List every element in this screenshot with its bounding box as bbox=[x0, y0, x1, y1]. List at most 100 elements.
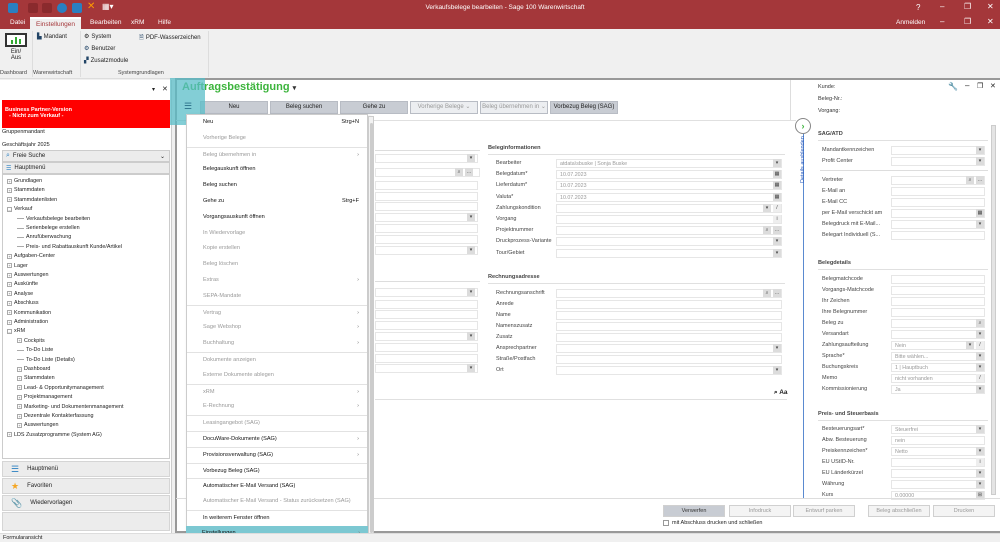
edit-icon[interactable]: / bbox=[976, 374, 984, 382]
dropdown-icon[interactable]: ▾ bbox=[773, 237, 781, 246]
nav-paperclip[interactable]: 📎 Wiedervorlagen bbox=[2, 495, 170, 511]
form-field[interactable] bbox=[375, 354, 478, 363]
dropdown-icon[interactable]: ▾ bbox=[976, 157, 984, 165]
mdi-close-button[interactable]: ✕ bbox=[987, 17, 994, 26]
field-input[interactable] bbox=[556, 322, 782, 331]
field-input[interactable] bbox=[891, 275, 985, 284]
field-input[interactable] bbox=[891, 146, 985, 155]
calculator-icon[interactable] bbox=[28, 3, 38, 13]
dropdown-icon[interactable]: ▾ bbox=[467, 332, 475, 340]
mandant-button[interactable]: ▙ Mandant bbox=[37, 33, 67, 41]
layout-dropdown-icon[interactable]: ▦▾ bbox=[102, 2, 114, 11]
menu-item[interactable]: Leasingangebot (SAG) bbox=[187, 415, 367, 431]
footer-button-0[interactable]: Verwerfen bbox=[663, 505, 725, 517]
doc-minimize-button[interactable]: – bbox=[965, 81, 970, 90]
collapse-icon[interactable]: – bbox=[7, 206, 12, 212]
field-input[interactable]: Bitte wählen... bbox=[891, 352, 985, 361]
cancel-icon[interactable]: ✕ bbox=[87, 1, 96, 12]
tree-item[interactable]: Preis- und Rabattauskunft Kunde/Artikel bbox=[17, 244, 122, 250]
mdi-minimize-button[interactable]: – bbox=[940, 17, 945, 26]
dropdown-icon[interactable]: ▾ bbox=[976, 352, 984, 360]
checkbox-box[interactable] bbox=[663, 520, 669, 526]
field-input[interactable]: Steuerfrei bbox=[891, 425, 985, 434]
field-input[interactable] bbox=[556, 355, 782, 364]
menu-item[interactable]: Vorherige Belege bbox=[187, 131, 367, 147]
info-icon[interactable]: i bbox=[976, 458, 984, 466]
doc-close-button[interactable]: ✕ bbox=[990, 83, 996, 90]
search-icon[interactable]: ⌕ bbox=[763, 226, 771, 235]
tree-item[interactable]: + Marketing- und Dokumentenmanagement bbox=[17, 404, 123, 410]
field-input[interactable] bbox=[891, 286, 985, 295]
menu-item[interactable]: Externe Dokumente ablegen bbox=[187, 368, 367, 384]
tree-item[interactable]: + Cockpits bbox=[17, 338, 45, 344]
dropdown-icon[interactable]: ▾ bbox=[773, 248, 781, 257]
mdi-restore-button[interactable]: ❐ bbox=[964, 17, 972, 26]
tree-item[interactable]: + Aufgaben-Center bbox=[7, 253, 55, 259]
field-input[interactable] bbox=[891, 231, 985, 240]
expand-icon[interactable]: + bbox=[7, 319, 12, 325]
menu-item[interactable]: DocuWare-Dokumente (SAG) › bbox=[187, 431, 367, 447]
menu-item[interactable]: Buchhaltung › bbox=[187, 336, 367, 352]
field-input[interactable] bbox=[556, 366, 782, 375]
search-icon[interactable]: ⌕ bbox=[763, 289, 771, 297]
form-field[interactable] bbox=[375, 168, 480, 177]
menu-item[interactable]: Belegauskunft öffnen bbox=[187, 162, 367, 178]
panel-menu-icon[interactable]: ▾ bbox=[152, 87, 156, 93]
login-button[interactable]: Anmelden bbox=[896, 19, 926, 26]
wrench-icon[interactable]: 🔧 bbox=[948, 82, 958, 91]
print-close-checkbox[interactable]: mit Abschluss drucken und schließen bbox=[663, 520, 763, 526]
field-input[interactable] bbox=[556, 289, 782, 298]
menu-item[interactable]: Beleg suchen bbox=[187, 178, 367, 194]
field-input[interactable] bbox=[891, 330, 985, 339]
menu-item[interactable]: In Wiedervorlage bbox=[187, 226, 367, 242]
more-icon[interactable]: … bbox=[773, 289, 781, 297]
field-input[interactable] bbox=[556, 333, 782, 342]
footer-button-1[interactable]: Infodruck bbox=[729, 505, 791, 517]
form-field[interactable] bbox=[375, 343, 478, 352]
refresh-icon[interactable] bbox=[57, 3, 67, 13]
close-button[interactable]: ✕ bbox=[987, 2, 994, 11]
menu-item[interactable]: In weiterem Fenster öffnen bbox=[187, 510, 367, 526]
toolbar-button-3[interactable]: Vorherige Belege ⌄ bbox=[410, 101, 478, 114]
toolbar-button-0[interactable]: Neu bbox=[200, 101, 268, 114]
field-input[interactable] bbox=[556, 300, 782, 309]
tree-item[interactable]: + Kommunikation bbox=[7, 310, 51, 316]
expand-icon[interactable]: + bbox=[7, 178, 12, 184]
dropdown-icon[interactable]: ▾ bbox=[467, 364, 475, 372]
tree-item[interactable]: To-Do Liste (Details) bbox=[17, 357, 75, 363]
menu-item[interactable]: Automatischer E-Mail Versand (SAG) bbox=[187, 478, 367, 494]
tree-item[interactable]: + Dezentrale Kontakterfassung bbox=[17, 413, 94, 419]
form-scrollbar[interactable] bbox=[368, 116, 374, 542]
search-icon[interactable]: ⌕ bbox=[966, 176, 974, 184]
field-input[interactable] bbox=[556, 203, 782, 213]
details-scrollbar[interactable] bbox=[991, 125, 996, 495]
edit-icon[interactable]: / bbox=[976, 341, 984, 349]
dropdown-icon[interactable]: ▾ bbox=[467, 246, 475, 254]
zusatzmodule-button[interactable]: ▞ Zusatzmodule bbox=[84, 57, 128, 65]
field-input[interactable] bbox=[891, 458, 985, 467]
more-icon[interactable]: … bbox=[976, 176, 984, 184]
search-icon[interactable]: ⌕ bbox=[976, 319, 984, 327]
tree-item[interactable]: + Stammdaten bbox=[7, 187, 45, 193]
collapse-details-button[interactable]: › bbox=[795, 118, 811, 134]
expand-icon[interactable]: + bbox=[7, 432, 12, 438]
search-icon[interactable]: ⌕ bbox=[455, 168, 463, 176]
document-type-selector[interactable]: Auftragsbestätigung ▾ bbox=[182, 81, 296, 93]
form-field[interactable] bbox=[375, 235, 478, 244]
field-input[interactable]: Nein bbox=[891, 341, 985, 350]
tree-item[interactable]: – Verkauf bbox=[7, 206, 32, 212]
tree-item[interactable]: + Administration bbox=[7, 319, 48, 325]
toolbar-button-4[interactable]: Beleg übernehmen in ⌄ bbox=[480, 101, 548, 114]
toolbar-button-2[interactable]: Gehe zu bbox=[340, 101, 408, 114]
tree-item[interactable]: – xRM bbox=[7, 328, 25, 334]
restore-button[interactable]: ❐ bbox=[964, 2, 972, 11]
ribbon-tab-3[interactable]: xRM bbox=[131, 19, 145, 26]
calendar-icon[interactable]: ▦ bbox=[773, 181, 781, 190]
expand-icon[interactable]: + bbox=[17, 413, 22, 419]
field-input[interactable]: 0.00000 bbox=[891, 491, 985, 500]
expand-icon[interactable]: + bbox=[7, 197, 12, 203]
calendar-icon[interactable]: ▦ bbox=[773, 192, 781, 201]
expand-icon[interactable]: + bbox=[7, 253, 12, 259]
form-field[interactable] bbox=[375, 364, 478, 373]
form-field[interactable] bbox=[375, 300, 478, 309]
